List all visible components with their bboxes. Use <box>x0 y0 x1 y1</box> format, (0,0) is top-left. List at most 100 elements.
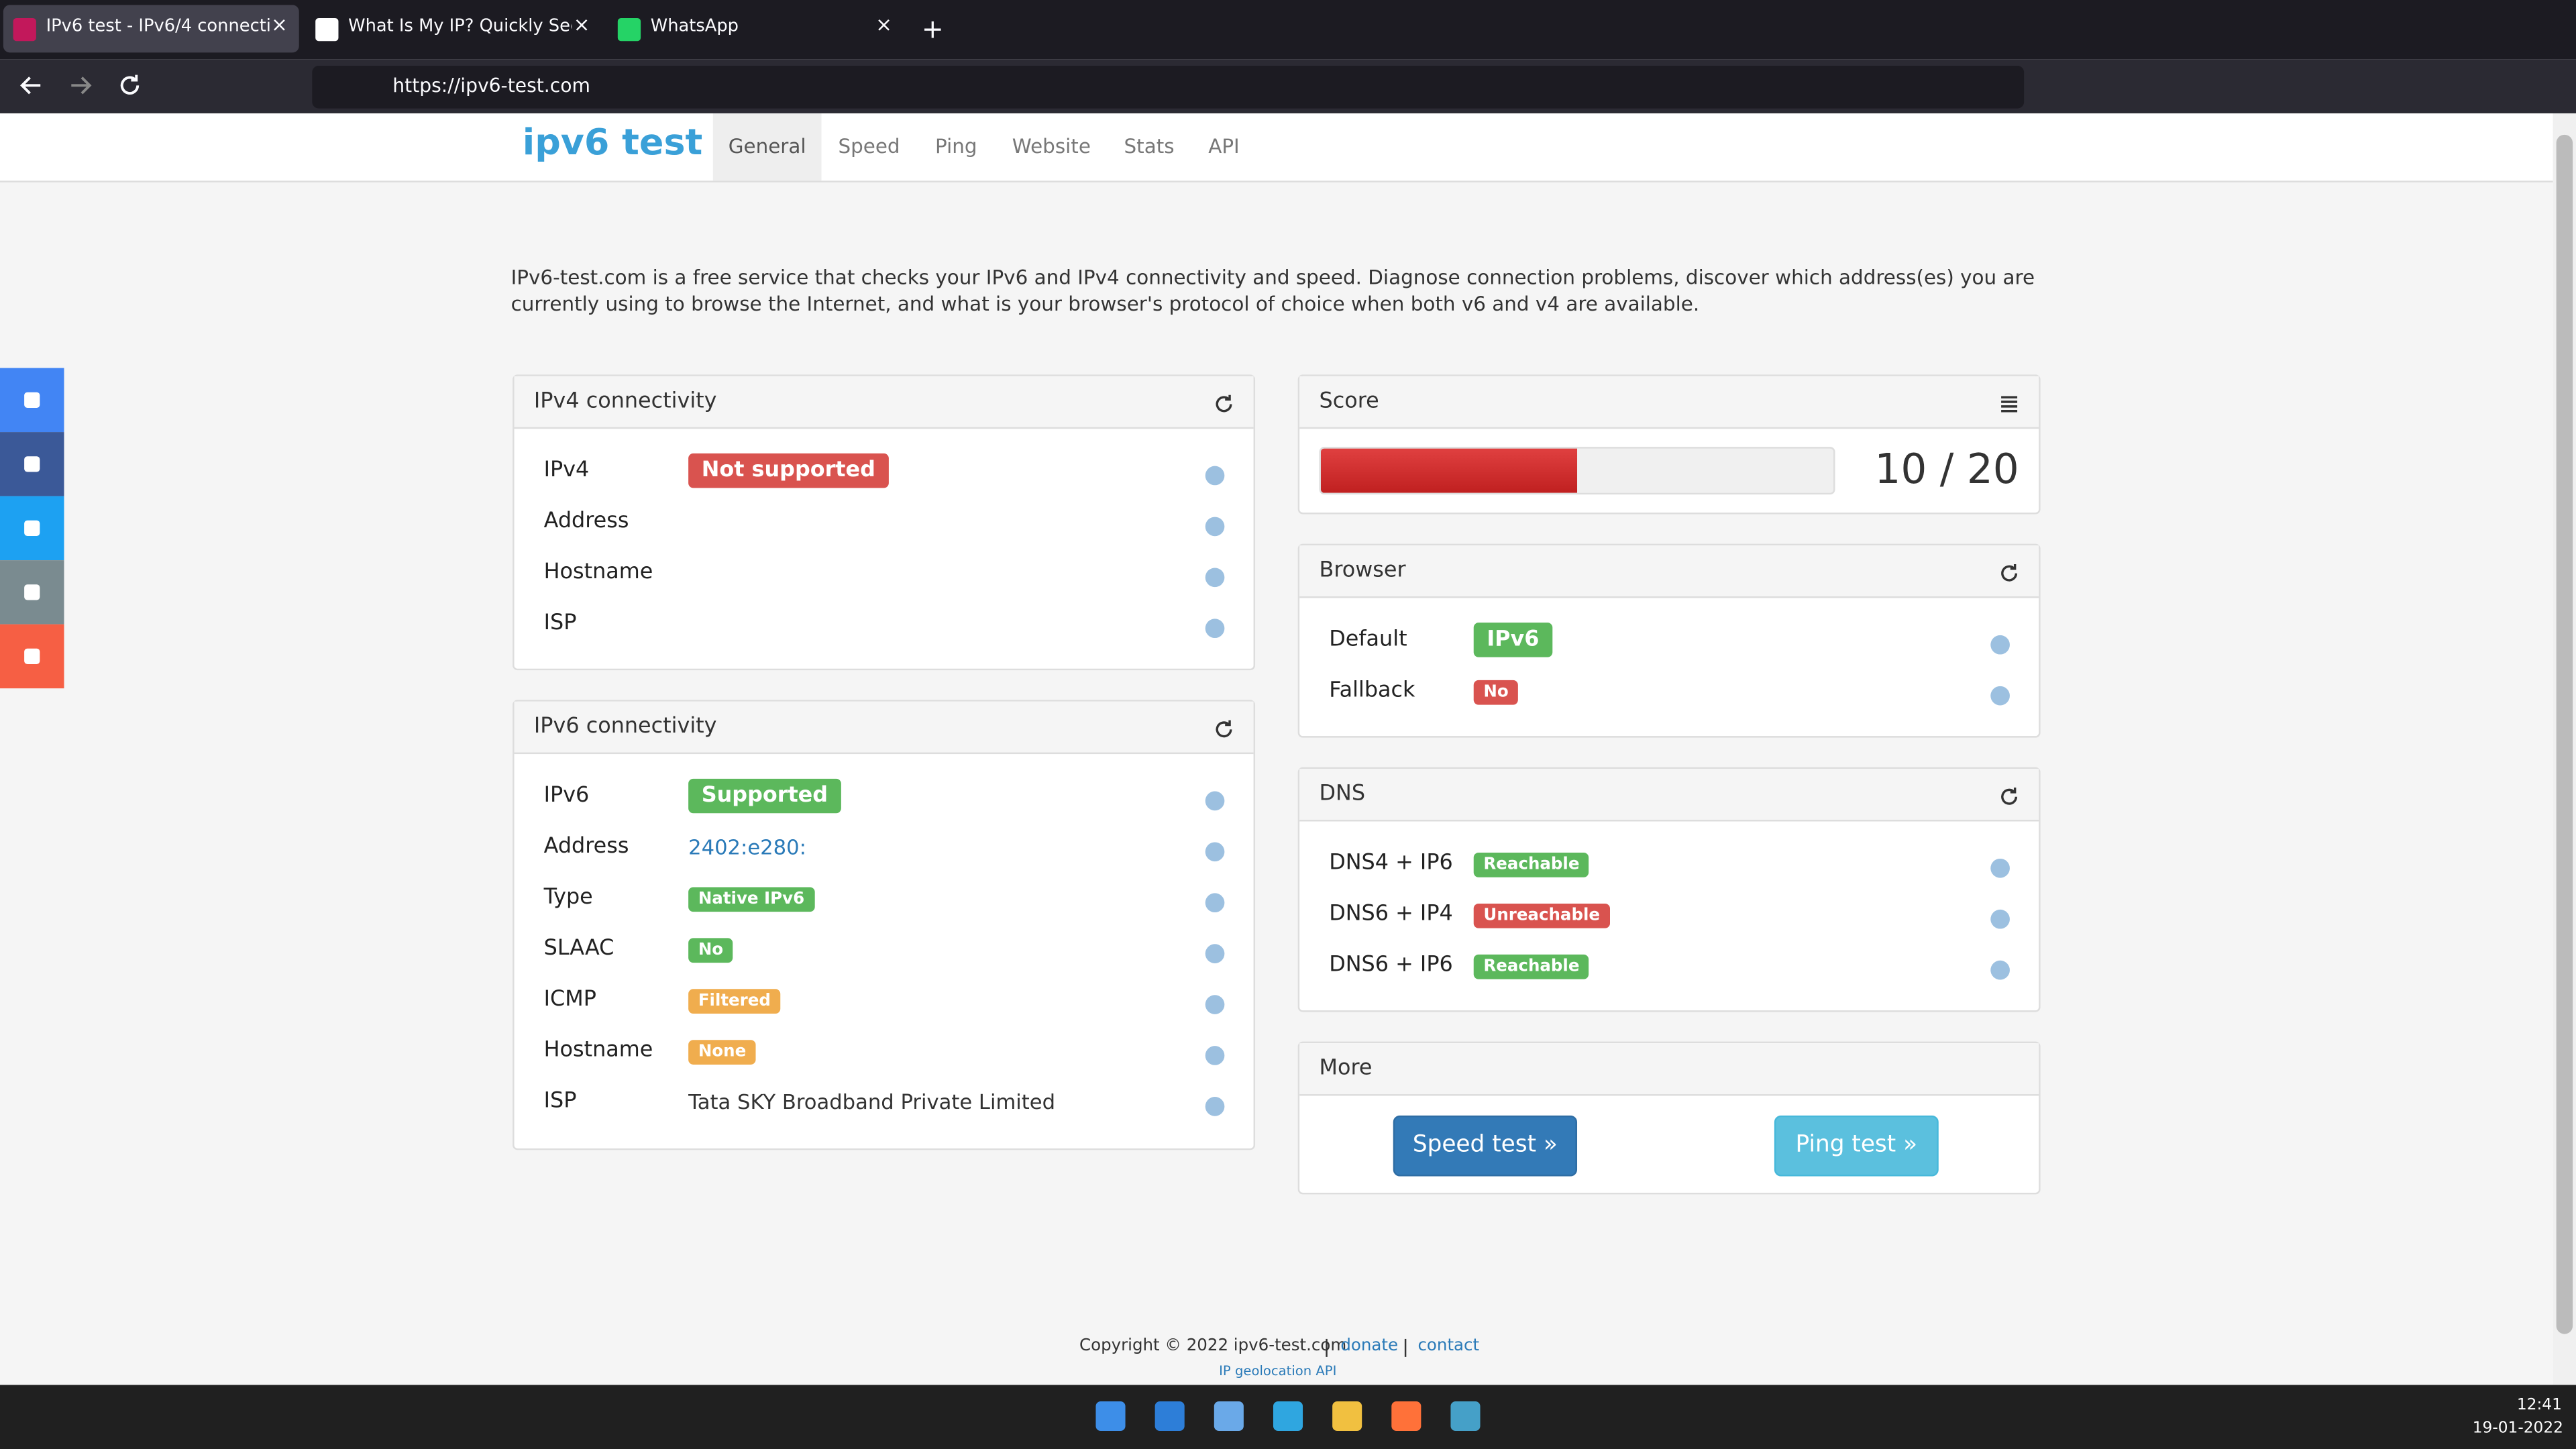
panel-title: DNS <box>1319 782 1366 807</box>
button[interactable]: Speed test » <box>1393 1115 1578 1177</box>
button[interactable]: Ping test » <box>1774 1115 1939 1177</box>
help-icon[interactable] <box>1204 838 1226 862</box>
help-icon[interactable] <box>1204 564 1226 588</box>
taskbar-icon[interactable] <box>1155 1401 1185 1432</box>
row-label: IPv4 <box>543 458 590 484</box>
url-field[interactable]: https://ipv6-test.com <box>312 65 2025 109</box>
site-header <box>0 113 2553 182</box>
help-icon-svg <box>1205 1046 1225 1065</box>
taskbar-icon[interactable] <box>1095 1401 1126 1432</box>
site-logo[interactable]: ipv6 test <box>522 123 703 164</box>
help-icon[interactable] <box>1204 787 1226 811</box>
nav-label: General <box>728 134 806 158</box>
help-icon[interactable] <box>1204 1093 1226 1116</box>
help-icon[interactable] <box>1204 940 1226 963</box>
panel-refresh[interactable] <box>1212 391 1235 414</box>
help-icon[interactable] <box>1204 513 1226 537</box>
tab[interactable]: IPv6 test - IPv6/4 connectivity a× <box>3 5 299 53</box>
help-icon[interactable] <box>1990 956 2011 980</box>
help-icon[interactable] <box>1990 854 2011 878</box>
help-icon-svg <box>1990 909 2010 929</box>
help-icon-svg <box>1990 686 2010 706</box>
help-icon[interactable] <box>1204 614 1226 639</box>
clock-time: 12:41 <box>2516 1396 2562 1415</box>
panel-refresh-svg <box>2001 788 2018 805</box>
row-label: Type <box>543 885 593 910</box>
row-label: Fallback <box>1329 678 1415 704</box>
row-label: SLAAC <box>543 936 614 961</box>
badge: No <box>688 938 733 963</box>
taskbar-icon[interactable] <box>1214 1401 1244 1432</box>
help-icon[interactable] <box>1990 905 2011 929</box>
help-icon[interactable] <box>1204 889 1226 913</box>
panel: DNS DNS4 + IP6 Reachable DNS6 + IP4 Unreacha… <box>1297 767 2041 1012</box>
scroll-thumb <box>2556 134 2573 1334</box>
back-btn[interactable] <box>18 72 44 99</box>
taskbar-icon[interactable] <box>1391 1401 1421 1432</box>
help-icon-svg <box>1205 944 1225 963</box>
row-label: ISP <box>543 611 577 636</box>
panel-refresh[interactable] <box>1212 716 1235 739</box>
share-button[interactable] <box>0 432 64 496</box>
share-button-svg <box>24 584 40 600</box>
copyright: Copyright © 2022 ipv6-test.com <box>1079 1337 1347 1356</box>
reload-btn-svg <box>120 74 140 95</box>
footer-link[interactable]: IP geolocation API <box>1219 1363 1337 1379</box>
row-label: ICMP <box>543 987 596 1012</box>
share-button[interactable] <box>0 560 64 625</box>
row-label: Hostname <box>543 1038 653 1063</box>
badge: Native IPv6 <box>688 887 814 912</box>
back-btn-svg <box>20 76 41 95</box>
panel-refresh[interactable] <box>1998 560 2021 583</box>
taskbar-icon[interactable] <box>1273 1401 1303 1432</box>
taskbar-icon[interactable] <box>1332 1401 1362 1432</box>
new-tab[interactable]: + <box>921 13 944 45</box>
footer-link[interactable]: donate <box>1340 1337 1399 1356</box>
nav-item[interactable]: Speed <box>821 113 916 180</box>
row-label: DNS4 + IP6 <box>1329 851 1453 876</box>
help-icon[interactable] <box>1990 631 2011 655</box>
share-button[interactable] <box>0 368 64 433</box>
panel-refresh[interactable] <box>1998 784 2021 806</box>
share-button[interactable] <box>0 496 64 561</box>
tab-title: IPv6 test - IPv6/4 connectivity a <box>46 16 270 36</box>
panel-refresh-svg <box>1216 394 1232 413</box>
nav-item[interactable]: General <box>712 113 822 181</box>
row-label: Address <box>543 509 629 534</box>
share-button[interactable] <box>0 624 64 689</box>
panel-refresh[interactable] <box>1998 391 2021 414</box>
tab-close: × <box>573 13 590 36</box>
separator <box>1404 1338 1407 1357</box>
help-icon[interactable] <box>1990 682 2011 706</box>
nav-item[interactable]: Website <box>996 113 1108 180</box>
help-icon-svg <box>1205 517 1225 537</box>
badge: Reachable <box>1473 954 1590 979</box>
help-icon-svg <box>1205 619 1225 639</box>
score-label: 10 / 20 <box>1874 445 2019 493</box>
badge: Supported <box>688 778 841 814</box>
help-icon[interactable] <box>1204 1042 1226 1065</box>
nav-item[interactable]: Stats <box>1108 113 1191 180</box>
taskbar-icon[interactable] <box>1450 1401 1481 1432</box>
tab-favicon <box>13 17 36 42</box>
help-icon-svg <box>1205 1097 1225 1116</box>
share-button-svg <box>24 392 40 408</box>
panel: More Speed test » Ping test » <box>1297 1041 2041 1195</box>
help-icon[interactable] <box>1204 462 1226 486</box>
nav-item[interactable]: Ping <box>917 113 996 180</box>
clock-date: 19-01-2022 <box>2472 1419 2563 1438</box>
footer-link[interactable]: contact <box>1417 1337 1480 1356</box>
badge: No <box>1473 680 1519 705</box>
row-label: DNS6 + IP6 <box>1329 953 1453 978</box>
tab[interactable]: What Is My IP? Quickly See My× <box>306 5 602 52</box>
help-icon[interactable] <box>1204 991 1226 1014</box>
help-icon-svg <box>1205 568 1225 588</box>
nav-item[interactable]: API <box>1191 113 1257 180</box>
tab[interactable]: WhatsApp × <box>608 5 904 52</box>
help-icon-svg <box>1205 995 1225 1014</box>
score-bar <box>1320 448 1578 493</box>
reload-btn[interactable] <box>117 72 143 99</box>
forward-btn[interactable] <box>67 72 93 99</box>
